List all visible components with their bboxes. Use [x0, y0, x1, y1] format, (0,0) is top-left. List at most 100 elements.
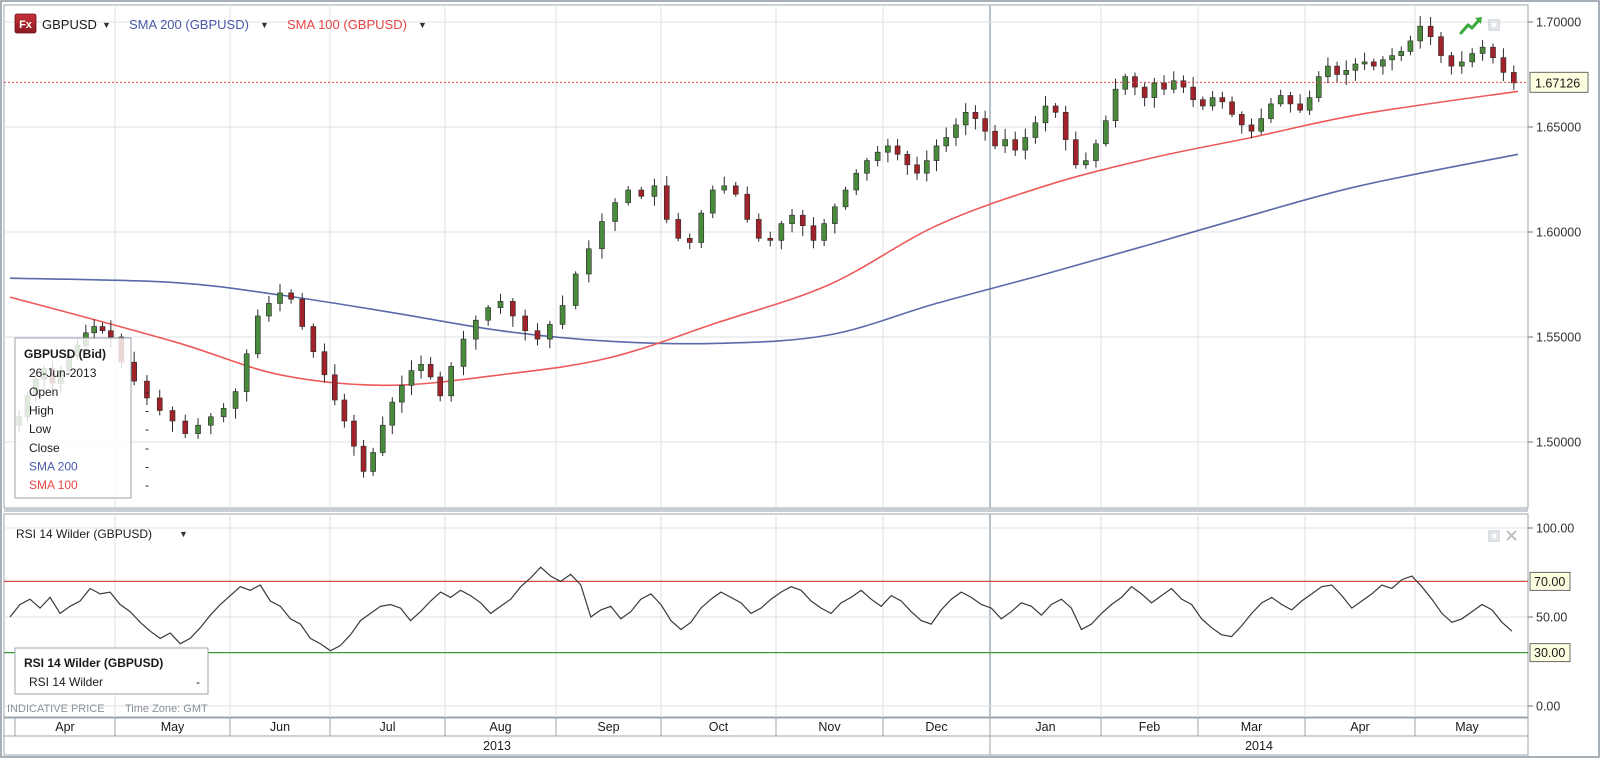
candle-08-04[interactable]	[923, 150, 930, 182]
candle-11-01[interactable]	[1209, 91, 1216, 111]
candle-03-06[interactable]	[389, 397, 396, 435]
candle-09-07[interactable]	[1062, 105, 1069, 151]
candle-01-05[interactable]	[182, 414, 189, 439]
candle-02-05[interactable]	[288, 289, 294, 304]
candle-13-06[interactable]	[1479, 40, 1486, 61]
dropdown-arrow-icon[interactable]: ▼	[179, 529, 188, 539]
candle-10-02[interactable]	[1122, 73, 1129, 95]
candle-09-03[interactable]	[1022, 128, 1029, 160]
candle-11-00[interactable]	[1200, 96, 1206, 110]
candle-12-04[interactable]	[1343, 60, 1350, 85]
candle-12-05[interactable]	[1352, 58, 1359, 81]
symbol-label[interactable]: GBPUSD	[42, 17, 97, 32]
candle-03-07[interactable]	[399, 375, 405, 413]
candle-09-04[interactable]	[1032, 116, 1039, 144]
candle-08-07[interactable]	[953, 118, 959, 146]
candle-00-09[interactable]	[91, 319, 97, 340]
candle-11-08[interactable]	[1277, 89, 1284, 107]
maximize-icon[interactable]	[1488, 530, 1500, 542]
candle-08-01[interactable]	[894, 138, 901, 161]
candle-01-01[interactable]	[131, 351, 137, 386]
candle-03-10[interactable]	[427, 357, 434, 380]
candle-07-01[interactable]	[789, 208, 795, 233]
close-icon[interactable]	[1506, 530, 1517, 541]
candle-03-01[interactable]	[341, 393, 348, 428]
candle-06-04[interactable]	[709, 185, 716, 219]
candle-02-03[interactable]	[266, 295, 272, 322]
candle-07-07[interactable]	[853, 169, 860, 196]
candle-01-06[interactable]	[195, 418, 201, 439]
candle-05-06[interactable]	[638, 186, 645, 199]
candle-02-07[interactable]	[310, 323, 317, 358]
candle-05-01[interactable]	[572, 271, 579, 310]
candle-09-05[interactable]	[1042, 96, 1049, 132]
candle-04-07[interactable]	[534, 323, 541, 346]
dropdown-arrow-icon[interactable]: ▼	[260, 20, 269, 30]
candle-09-01[interactable]	[1002, 128, 1008, 154]
candle-06-01[interactable]	[675, 212, 682, 242]
candle-05-02[interactable]	[586, 240, 592, 283]
candle-11-05[interactable]	[1248, 118, 1255, 139]
candle-04-06[interactable]	[522, 309, 528, 341]
candle-08-10[interactable]	[982, 110, 988, 141]
candle-01-02[interactable]	[144, 375, 150, 406]
candle-03-08[interactable]	[408, 360, 415, 396]
candle-07-06[interactable]	[842, 186, 849, 210]
candle-07-03[interactable]	[810, 217, 817, 249]
candle-12-00[interactable]	[1306, 90, 1313, 116]
candle-13-01[interactable]	[1427, 17, 1434, 46]
candle-05-05[interactable]	[625, 186, 631, 206]
candle-04-03[interactable]	[485, 305, 491, 326]
candle-10-01[interactable]	[1112, 78, 1119, 128]
candle-05-07[interactable]	[651, 178, 658, 206]
candle-01-08[interactable]	[220, 402, 227, 423]
candle-12-10[interactable]	[1398, 46, 1405, 62]
dropdown-arrow-icon[interactable]: ▼	[102, 20, 111, 30]
candle-13-08[interactable]	[1500, 48, 1507, 82]
sma200-selector[interactable]: SMA 200 (GBPUSD) ▼	[129, 17, 269, 32]
candle-10-06[interactable]	[1161, 75, 1167, 96]
candle-09-06[interactable]	[1052, 103, 1059, 118]
candle-12-07[interactable]	[1370, 58, 1377, 71]
candle-12-09[interactable]	[1389, 48, 1395, 71]
candle-13-00[interactable]	[1417, 15, 1423, 49]
candle-01-04[interactable]	[169, 406, 176, 432]
candle-03-09[interactable]	[418, 355, 424, 379]
candle-06-07[interactable]	[744, 186, 751, 223]
candle-01-07[interactable]	[208, 412, 214, 435]
candle-09-08[interactable]	[1072, 131, 1079, 169]
candle-09-10[interactable]	[1093, 139, 1099, 168]
candle-13-05[interactable]	[1469, 48, 1475, 68]
candle-11-10[interactable]	[1297, 94, 1303, 113]
candle-08-00[interactable]	[885, 138, 891, 163]
candle-04-08[interactable]	[547, 320, 553, 349]
candle-08-02[interactable]	[904, 150, 911, 175]
maximize-icon[interactable]	[1488, 19, 1500, 31]
candle-12-03[interactable]	[1334, 61, 1340, 83]
trend-up-icon[interactable]	[1459, 17, 1482, 35]
candle-11-06[interactable]	[1258, 108, 1265, 135]
candle-07-04[interactable]	[821, 218, 827, 246]
candle-02-01[interactable]	[243, 349, 250, 402]
candle-12-06[interactable]	[1361, 52, 1368, 70]
candle-04-01[interactable]	[460, 330, 467, 376]
candle-06-08[interactable]	[755, 213, 762, 242]
candle-05-03[interactable]	[599, 213, 605, 259]
rsi-title[interactable]: RSI 14 Wilder (GBPUSD)	[16, 527, 152, 541]
candle-12-08[interactable]	[1380, 56, 1386, 75]
sma100-label[interactable]: SMA 100 (GBPUSD)	[287, 17, 407, 32]
candle-04-05[interactable]	[510, 298, 516, 327]
candle-05-00[interactable]	[559, 295, 566, 330]
candle-09-02[interactable]	[1012, 131, 1019, 156]
candle-11-02[interactable]	[1219, 91, 1226, 109]
candle-07-09[interactable]	[874, 145, 881, 167]
candle-10-00[interactable]	[1103, 115, 1109, 147]
candle-03-03[interactable]	[360, 439, 367, 478]
sma200-label[interactable]: SMA 200 (GBPUSD)	[129, 17, 249, 32]
candle-02-04[interactable]	[277, 284, 283, 312]
candle-12-11[interactable]	[1407, 35, 1414, 56]
candle-00-10[interactable]	[99, 322, 106, 334]
candle-02-02[interactable]	[254, 309, 261, 359]
candle-10-03[interactable]	[1132, 72, 1138, 96]
candle-13-03[interactable]	[1448, 51, 1455, 75]
